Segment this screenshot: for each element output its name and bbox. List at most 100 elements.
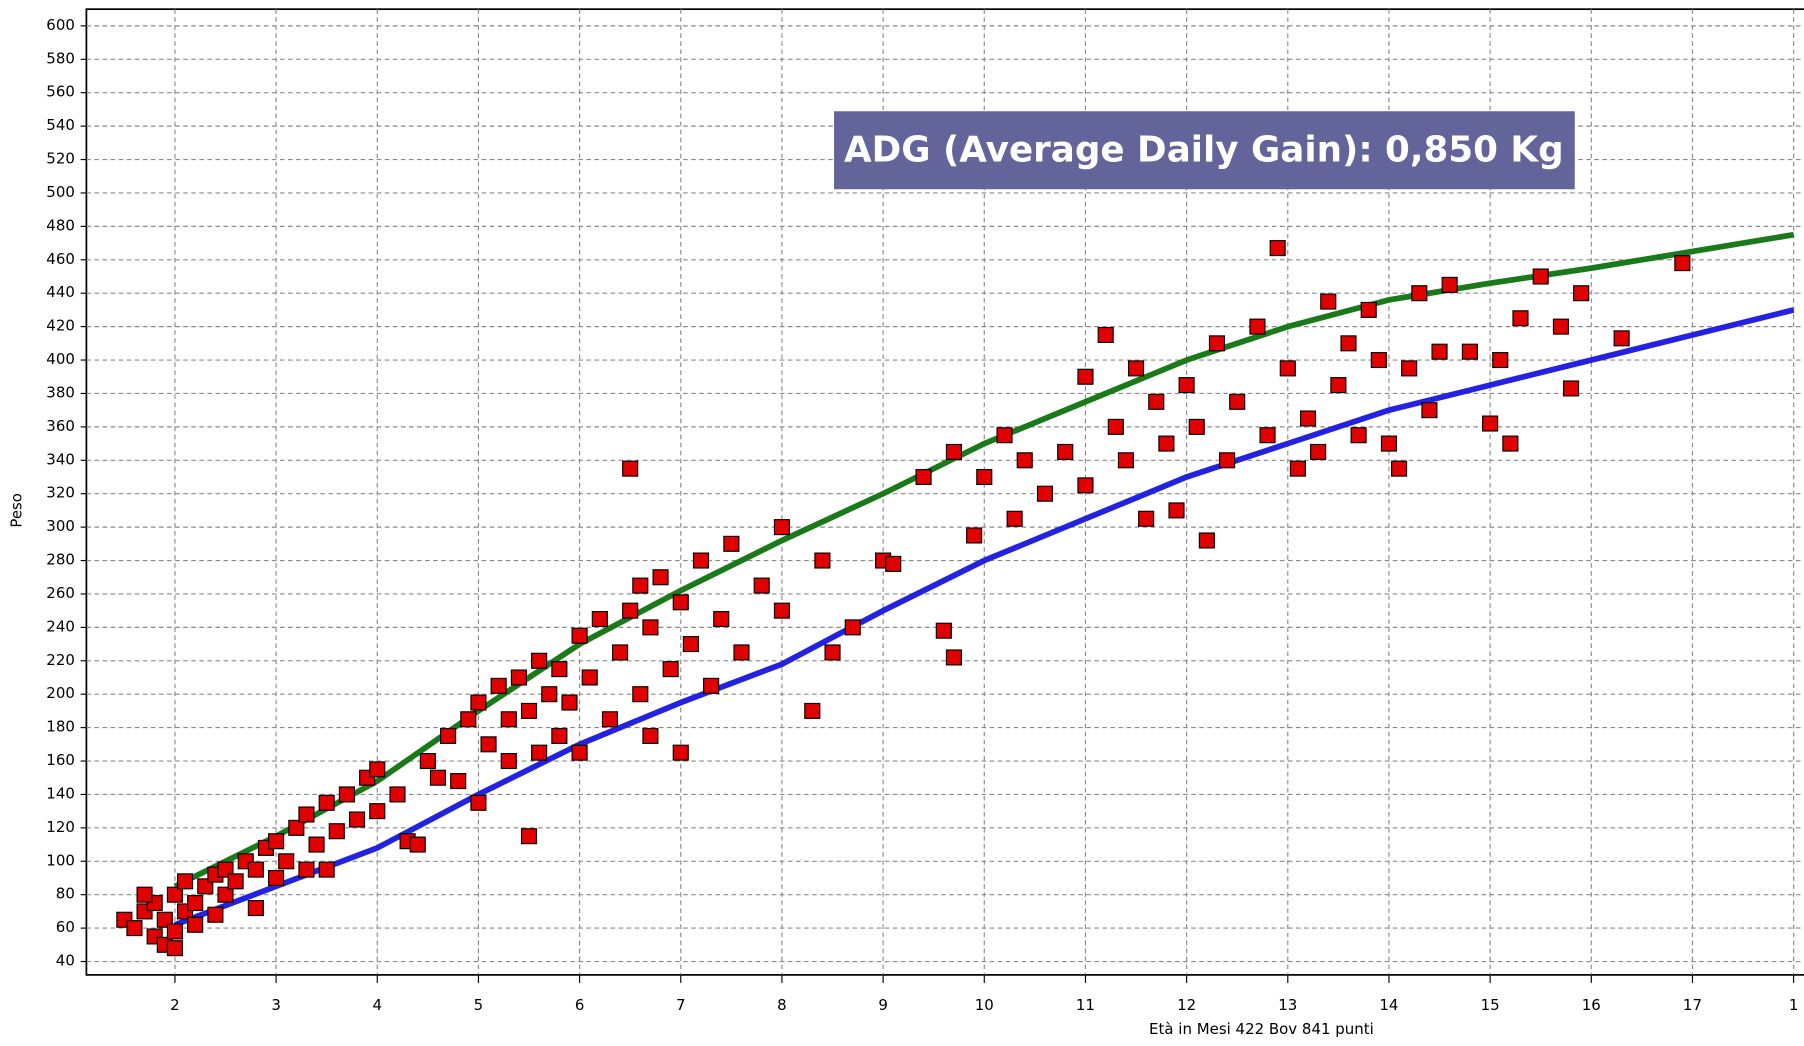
point (1077, 477, 1094, 494)
point (1269, 240, 1286, 257)
point (1208, 335, 1226, 352)
point (1492, 352, 1509, 369)
point (551, 727, 568, 744)
x-tick-label: 6 (575, 996, 585, 1014)
point (682, 636, 699, 653)
point (247, 900, 264, 917)
point (703, 677, 720, 694)
point (1350, 427, 1367, 444)
point (1138, 510, 1155, 527)
x-tick-label: 2 (170, 996, 180, 1014)
point (1219, 452, 1236, 469)
y-tick-label: 360 (46, 417, 75, 435)
point (1330, 377, 1347, 394)
y-tick-label: 80 (56, 885, 75, 903)
point (1380, 435, 1398, 452)
point (804, 702, 821, 719)
point (1340, 335, 1357, 352)
point (1036, 485, 1054, 502)
y-tick-label: 240 (46, 617, 75, 635)
x-tick-label: 7 (676, 996, 686, 1014)
y-tick-label: 100 (46, 851, 75, 869)
point (268, 869, 285, 887)
x-tick-label: 15 (1481, 996, 1500, 1014)
point (571, 744, 588, 761)
point (500, 753, 517, 770)
trend-line (173, 307, 1795, 928)
point (409, 836, 426, 853)
point (1441, 276, 1458, 293)
point (1127, 360, 1145, 377)
point (490, 677, 507, 694)
point (945, 443, 962, 460)
point (166, 923, 183, 940)
y-tick-label: 260 (46, 584, 75, 602)
point (217, 886, 234, 903)
point (996, 427, 1013, 444)
point (773, 519, 791, 536)
y-tick-label: 600 (46, 16, 75, 34)
point (885, 555, 902, 572)
point (187, 916, 204, 933)
point (470, 794, 487, 811)
point (460, 711, 477, 728)
x-tick-label: 13 (1278, 996, 1297, 1014)
point (298, 861, 315, 878)
y-tick-label: 400 (46, 350, 75, 368)
point (1006, 510, 1023, 527)
x-tick-label: 11 (1076, 996, 1095, 1014)
point (1299, 410, 1317, 427)
x-tick-label: 16 (1582, 996, 1601, 1014)
point (1512, 310, 1529, 327)
point (672, 744, 689, 761)
point (753, 577, 770, 594)
point (369, 761, 386, 778)
y-tick-label: 180 (46, 718, 75, 736)
point (268, 833, 285, 850)
point (612, 644, 629, 661)
point (945, 649, 962, 666)
x-tick-label: 4 (372, 996, 382, 1014)
point (308, 836, 325, 853)
point (1178, 377, 1195, 394)
point (1107, 418, 1124, 435)
point (187, 895, 204, 912)
point (1552, 318, 1570, 335)
point (1077, 368, 1094, 385)
point (126, 920, 143, 937)
y-tick-label: 120 (46, 818, 75, 836)
point (1117, 452, 1134, 469)
point (1482, 415, 1499, 432)
point (166, 886, 183, 903)
point (318, 861, 335, 878)
point (500, 711, 517, 728)
x-tick-label: 1 (1789, 996, 1799, 1014)
ticks: 40 60 80 100 120 140 160 180 200 220 240 260 280 300 3… (46, 16, 1798, 1014)
y-tick-label: 560 (46, 83, 75, 101)
point (227, 873, 244, 890)
point (1229, 393, 1246, 410)
point (531, 652, 548, 669)
point (1573, 285, 1590, 302)
point (1360, 301, 1377, 318)
point (1370, 352, 1387, 369)
x-tick-label: 10 (975, 996, 994, 1014)
point (1188, 418, 1205, 435)
y-tick-label: 500 (46, 183, 75, 201)
point (1674, 255, 1691, 272)
point (520, 828, 538, 845)
point (976, 468, 993, 486)
point (601, 711, 619, 728)
point (328, 823, 345, 840)
point (1057, 443, 1074, 460)
point (531, 744, 548, 761)
point (176, 873, 194, 890)
x-tick-label: 9 (878, 996, 888, 1014)
point (1148, 393, 1165, 410)
point (1532, 268, 1549, 285)
x-tick-label: 3 (271, 996, 281, 1014)
annotation: ADG (Average Daily Gain): 0,850 Kg (844, 129, 1564, 170)
point (632, 577, 649, 594)
point (1158, 435, 1175, 452)
y-axis-title: Peso (7, 493, 25, 528)
